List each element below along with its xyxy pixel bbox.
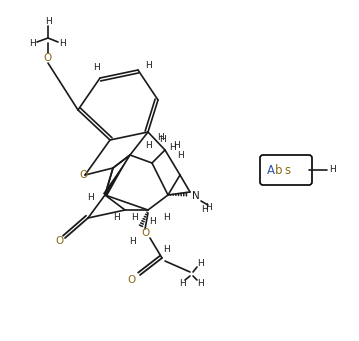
Text: s: s: [284, 163, 290, 177]
Text: O: O: [128, 275, 136, 285]
Text: H: H: [94, 63, 101, 73]
Text: O: O: [79, 170, 87, 180]
Text: H: H: [174, 140, 180, 149]
Text: H: H: [179, 280, 185, 288]
Text: H: H: [164, 246, 171, 254]
Text: H: H: [132, 213, 138, 222]
Text: H: H: [45, 17, 51, 27]
Text: H: H: [197, 260, 204, 268]
Text: H: H: [201, 206, 208, 214]
Text: O: O: [141, 228, 149, 238]
Polygon shape: [103, 155, 130, 196]
Text: H: H: [330, 165, 336, 175]
FancyBboxPatch shape: [260, 155, 312, 185]
Text: A: A: [267, 163, 275, 177]
Text: H: H: [164, 212, 171, 222]
Text: H: H: [145, 140, 151, 149]
Text: H: H: [88, 193, 94, 202]
Text: H: H: [114, 213, 120, 222]
Text: H: H: [205, 204, 211, 212]
Text: H: H: [197, 280, 204, 288]
Text: N: N: [192, 191, 200, 201]
Text: H: H: [29, 40, 36, 48]
Text: O: O: [56, 236, 64, 246]
Text: H: H: [130, 237, 136, 246]
Text: H: H: [169, 144, 176, 152]
Text: H: H: [157, 133, 163, 143]
Text: H: H: [159, 135, 165, 145]
Text: H: H: [60, 40, 66, 48]
Text: H: H: [178, 150, 185, 160]
Text: b: b: [275, 163, 283, 177]
Text: O: O: [44, 53, 52, 63]
Text: H: H: [150, 218, 157, 226]
Text: H: H: [146, 61, 152, 71]
